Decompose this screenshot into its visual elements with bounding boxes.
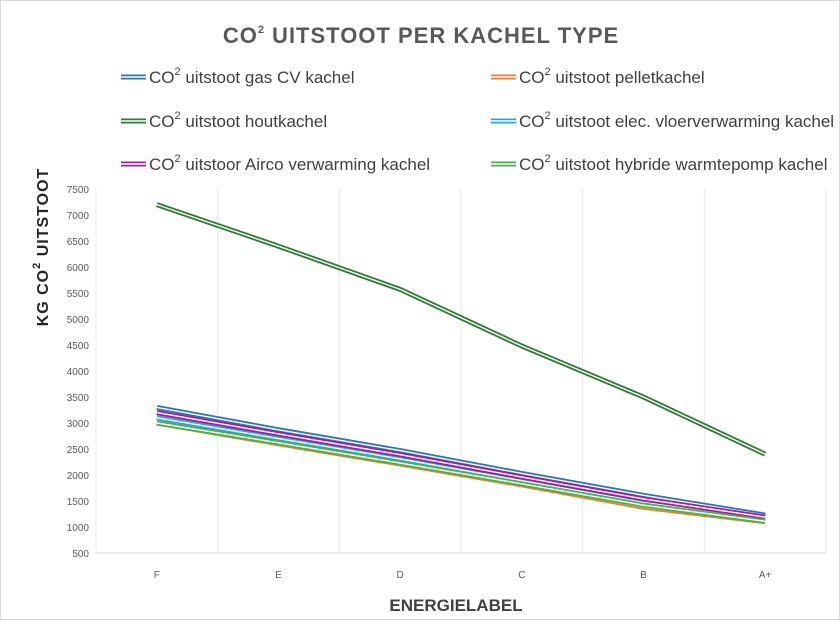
y-tick-label: 2500 (67, 445, 90, 456)
x-tick-label: E (275, 570, 282, 581)
x-axis-title: ENERGIELABEL (389, 596, 522, 615)
legend-label: CO2 uitstoor Airco verwarming kachel (149, 153, 430, 174)
y-tick-label: 3000 (67, 419, 90, 430)
x-tick-label: F (154, 570, 160, 581)
series-line-inner (156, 406, 766, 516)
y-tick-label: 7000 (67, 211, 90, 222)
series-line-inner (156, 422, 766, 522)
series-line-inner (156, 411, 766, 518)
legend-label: CO2 uitstoot hybride warmtepomp kachel (519, 153, 827, 174)
legend-label: CO2 uitstoot pelletkachel (519, 66, 705, 87)
y-tick-label: 6500 (67, 237, 90, 248)
y-tick-label: 4500 (67, 341, 90, 352)
x-tick-label: B (640, 570, 647, 581)
x-tick-label: C (518, 570, 525, 581)
y-tick-label: 4000 (67, 367, 90, 378)
y-tick-label: 7500 (67, 185, 90, 196)
legend-label: CO2 uitstoot gas CV kachel (149, 66, 355, 87)
y-axis-ticks: 500 1000 1500 2000 2500 3000 3500 4000 4500 5000 5… (67, 185, 90, 560)
legend-label: CO2 uitstoot houtkachel (149, 110, 327, 131)
y-tick-label: 1500 (67, 497, 90, 508)
grid (95, 189, 827, 554)
legend: CO2 uitstoot gas CV kachel CO2 uitstoot p… (121, 66, 834, 174)
y-axis-title: KG CO2 UITSTOOT (31, 168, 52, 327)
y-tick-label: 3500 (67, 393, 90, 404)
y-tick-label: 5500 (67, 289, 90, 300)
y-tick-label: 2000 (67, 471, 90, 482)
chart-title: CO2 UITSTOOT PER KACHEL TYPE (223, 23, 619, 48)
y-tick-label: 500 (72, 549, 89, 560)
y-tick-label: 6000 (67, 263, 90, 274)
x-tick-label: D (397, 570, 404, 581)
x-tick-label: A+ (759, 570, 772, 581)
legend-label: CO2 uitstoot elec. vloerverwarming kache… (519, 110, 834, 131)
x-axis-ticks: F E D C B A+ (154, 570, 772, 581)
y-tick-label: 5000 (67, 315, 90, 326)
series-lines (156, 202, 767, 525)
series-line-inner (156, 203, 766, 455)
y-tick-label: 1000 (67, 523, 90, 534)
